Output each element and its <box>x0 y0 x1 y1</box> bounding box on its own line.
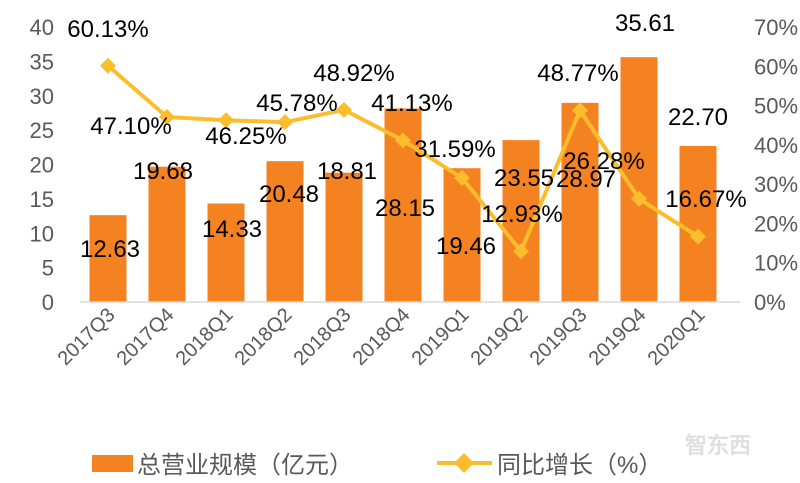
bar <box>148 166 186 302</box>
x-tick-label: 2017Q3 <box>54 304 120 370</box>
y-left-tick-label: 10 <box>30 221 54 246</box>
line-data-label: 45.78% <box>256 90 337 117</box>
bar-data-label: 19.68 <box>133 158 193 185</box>
line-marker-diamond <box>631 190 647 207</box>
bar <box>266 161 304 302</box>
x-tick-label: 2020Q1 <box>644 304 710 370</box>
x-tick-label: 2018Q2 <box>231 304 297 370</box>
bar-data-label: 22.70 <box>668 104 728 131</box>
bar-data-label: 28.97 <box>556 166 616 193</box>
line-data-label: 41.13% <box>371 90 452 117</box>
line-marker-diamond <box>572 102 588 119</box>
legend-label: 同比增长（%） <box>497 452 662 479</box>
bar-data-label: 20.48 <box>259 181 319 208</box>
x-tick-label: 2017Q4 <box>113 304 179 370</box>
legend-diamond-icon <box>454 453 474 473</box>
x-tick-label: 2019Q4 <box>585 304 651 370</box>
line-data-label: 48.92% <box>313 60 394 87</box>
y-left-tick-label: 35 <box>30 49 54 74</box>
y-right-tick-label: 60% <box>754 54 798 79</box>
bar-data-label: 19.46 <box>436 233 496 260</box>
line-data-label: 60.13% <box>67 16 148 43</box>
y-right-tick-label: 20% <box>754 211 798 236</box>
watermark-logo: 智东西 <box>685 433 751 458</box>
y-right-tick-label: 10% <box>754 251 798 276</box>
line-marker-diamond <box>454 169 470 186</box>
x-tick-label: 2019Q3 <box>526 304 592 370</box>
y-right-tick-label: 70% <box>754 15 798 40</box>
line-data-label: 16.67% <box>665 186 746 213</box>
bar <box>207 203 245 302</box>
y-left-tick-label: 20 <box>30 153 54 178</box>
line-marker-diamond <box>277 114 293 131</box>
bar-data-label: 23.55 <box>494 165 554 192</box>
legend-bar-swatch <box>92 455 133 472</box>
line-data-label: 12.93% <box>481 201 562 228</box>
bar-data-label: 35.61 <box>615 10 675 37</box>
line-marker-diamond <box>395 132 411 149</box>
y-left-tick-label: 30 <box>30 84 54 109</box>
bar-data-label: 28.15 <box>375 195 435 222</box>
line-marker-diamond <box>690 228 706 245</box>
line-marker-diamond <box>100 57 116 74</box>
line-data-label: 47.10% <box>90 113 171 140</box>
bar <box>679 145 717 302</box>
line-data-label: 26.28% <box>563 148 644 175</box>
y-right-tick-label: 50% <box>754 94 798 119</box>
line-marker-diamond <box>159 108 175 125</box>
line-marker-diamond <box>218 112 234 129</box>
legend-label: 总营业规模（亿元） <box>137 452 353 479</box>
bar <box>325 172 363 302</box>
bar-data-label: 14.33 <box>202 216 262 243</box>
line-data-label: 46.25% <box>205 123 286 150</box>
line-data-label: 48.77% <box>537 60 618 87</box>
x-tick-label: 2019Q2 <box>467 304 533 370</box>
y-left-tick-label: 25 <box>30 118 54 143</box>
y-right-tick-label: 30% <box>754 172 798 197</box>
y-right-tick-label: 40% <box>754 133 798 158</box>
x-tick-label: 2019Q1 <box>408 304 474 370</box>
bar <box>89 215 127 302</box>
line-data-label: 31.59% <box>414 136 495 163</box>
x-tick-label: 2018Q4 <box>349 304 415 370</box>
x-tick-label: 2018Q3 <box>290 304 356 370</box>
line-marker-diamond <box>513 243 529 260</box>
x-tick-label: 2018Q1 <box>172 304 238 370</box>
bar-data-label: 18.81 <box>317 158 377 185</box>
y-left-tick-label: 40 <box>30 15 54 40</box>
line-marker-diamond <box>336 101 352 118</box>
y-left-tick-label: 0 <box>42 290 54 315</box>
y-right-tick-label: 0% <box>754 290 786 315</box>
y-left-tick-label: 5 <box>42 256 54 281</box>
y-left-tick-label: 15 <box>30 187 54 212</box>
bar-data-label: 12.63 <box>80 236 140 263</box>
